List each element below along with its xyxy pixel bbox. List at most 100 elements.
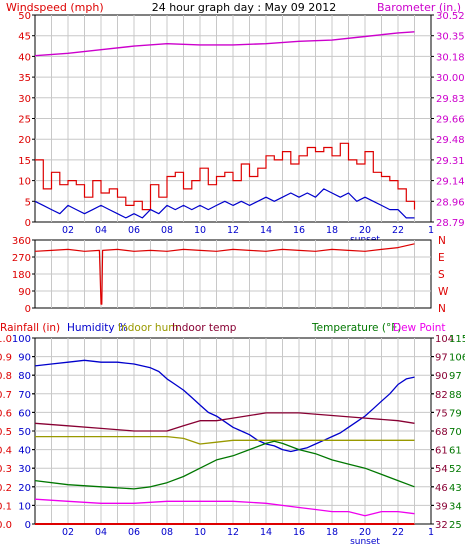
rain-axis-tick-label: 0.0 [0, 520, 12, 531]
x-tick-label: 22 [392, 225, 404, 236]
rain-axis-tick-label: 0.9 [0, 353, 12, 364]
indoor-axis-tick-label: 61 [435, 446, 448, 457]
rain-axis-tick-label: 0.3 [0, 464, 12, 475]
top-right-axis-label: Barometer (in.) [377, 1, 461, 14]
wind-axis-tick-label: 10 [18, 177, 31, 188]
wind-axis-tick-label: 45 [18, 32, 31, 43]
baro-axis-tick-label: 30.00 [436, 73, 465, 84]
outdoor-axis-tick-label: 97 [449, 371, 462, 382]
x-tick-label: 04 [95, 527, 107, 538]
compass-tick-label: N [438, 235, 446, 247]
wind-axis-tick-label: 50 [18, 11, 31, 22]
x-tick-label: 10 [194, 225, 206, 236]
baro-axis-tick-label: 28.79 [436, 218, 465, 229]
indoor-axis-tick-label: 39 [435, 501, 448, 512]
x-tick-label-end: 1 [428, 225, 434, 236]
baro-axis-tick-label: 30.35 [436, 32, 465, 43]
x-tick-label: 08 [161, 527, 173, 538]
legend-temperature: Temperature (°F) [311, 322, 401, 334]
top-y-left-ticks: 0 5 10 15 20 25 30 35 40 45 50 [18, 11, 35, 229]
x-tick-label: 02 [62, 527, 74, 538]
outdoor-axis-tick-label: 25 [449, 520, 462, 531]
bottom-y-humidity-ticks: 0 10 20 30 40 50 60 70 80 90 100 [12, 334, 35, 531]
wind-axis-tick-label: 35 [18, 73, 31, 84]
outdoor-axis-tick-label: 79 [449, 408, 462, 419]
outdoor-axis-tick-label: 106 [449, 353, 465, 364]
x-tick-label: 10 [194, 527, 206, 538]
rain-axis-tick-label: 0.8 [0, 371, 12, 382]
outdoor-axis-tick-label: 52 [449, 464, 462, 475]
outdoor-axis-tick-label: 70 [449, 427, 462, 438]
humidity-axis-tick-label: 90 [18, 353, 31, 364]
top-y-right-ticks: 28.79 28.96 29.14 29.31 29.48 29.66 29.83 30.00… [431, 11, 465, 229]
top-series [34, 31, 416, 219]
series-wind-direction [34, 243, 415, 305]
wind-axis-tick-label: 20 [18, 135, 31, 146]
series-indoor-temp [34, 412, 415, 432]
series-humidity [34, 359, 415, 453]
x-tick-label: 18 [326, 225, 338, 236]
baro-axis-tick-label: 28.96 [436, 197, 465, 208]
x-tick-label: 04 [95, 225, 107, 236]
rain-axis-tick-label: 0.2 [0, 483, 12, 494]
rain-axis-tick-label: 0.4 [0, 446, 12, 457]
x-tick-label: 02 [62, 225, 74, 236]
outdoor-axis-tick-label: 43 [449, 483, 462, 494]
indoor-axis-tick-label: 32 [435, 520, 448, 531]
series-dew-point [34, 498, 415, 517]
bottom-series [34, 359, 415, 525]
indoor-axis-tick-label: 46 [435, 483, 448, 494]
x-tick-label: 06 [128, 527, 140, 538]
baro-axis-tick-label: 29.14 [436, 177, 465, 188]
indoor-axis-tick-label: 68 [435, 427, 448, 438]
humidity-axis-tick-label: 80 [18, 371, 31, 382]
compass-tick-label: S [438, 269, 445, 281]
indoor-axis-tick-label: 97 [435, 353, 448, 364]
legend-humidity: Humidity % [67, 322, 128, 334]
wind-axis-tick-label: 40 [18, 52, 31, 63]
rain-axis-tick-label: 0.5 [0, 427, 12, 438]
legend-rainfall: Rainfall (in) [0, 322, 60, 334]
direction-axis-tick-label: 0 [25, 304, 31, 315]
series-indoor-hum [35, 435, 415, 445]
x-tick-label: 12 [227, 527, 239, 538]
rain-axis-tick-label: 0.7 [0, 390, 12, 401]
x-tick-label: 20 [359, 225, 371, 236]
series-wind-average [34, 188, 415, 219]
humidity-axis-tick-label: 30 [18, 464, 31, 475]
wind-axis-tick-label: 0 [25, 218, 31, 229]
rain-axis-tick-label: 0.1 [0, 501, 12, 512]
outdoor-axis-tick-label: 88 [449, 390, 462, 401]
x-tick-label: 16 [293, 225, 305, 236]
mid-series [34, 243, 415, 305]
x-tick-label: 16 [293, 527, 305, 538]
direction-axis-tick-label: 90 [18, 287, 31, 298]
mid-y-left-ticks: 0 90 180 270 360 [12, 236, 35, 315]
legend-indoor-hum: Indoor hum [118, 322, 178, 334]
humidity-axis-tick-label: 20 [18, 483, 31, 494]
compass-tick-label: E [438, 252, 445, 264]
baro-axis-tick-label: 29.48 [436, 135, 465, 146]
x-tick-label: 06 [128, 225, 140, 236]
wind-axis-tick-label: 25 [18, 115, 31, 126]
baro-axis-tick-label: 29.31 [436, 156, 465, 167]
bottom-legend: Rainfall (in) Humidity % Indoor hum Indo… [0, 322, 446, 334]
series-wind-gust [35, 142, 416, 211]
x-tick-label-end: 1 [428, 527, 434, 538]
x-tick-label: 12 [227, 225, 239, 236]
indoor-axis-tick-label: 82 [435, 390, 448, 401]
humidity-axis-tick-label: 40 [18, 446, 31, 457]
baro-axis-tick-label: 30.18 [436, 52, 465, 63]
rain-axis-tick-label: 0.6 [0, 408, 12, 419]
top-panel: 0 5 10 15 20 25 30 35 40 45 50 28.79 28.96 29.14 29.3… [6, 1, 465, 245]
indoor-axis-tick-label: 54 [435, 464, 448, 475]
baro-axis-tick-label: 29.66 [436, 115, 465, 126]
indoor-axis-tick-label: 90 [435, 371, 448, 382]
humidity-axis-tick-label: 60 [18, 408, 31, 419]
outdoor-axis-tick-label: 115 [449, 334, 465, 345]
legend-indoor-temp: Indoor temp [172, 322, 237, 334]
